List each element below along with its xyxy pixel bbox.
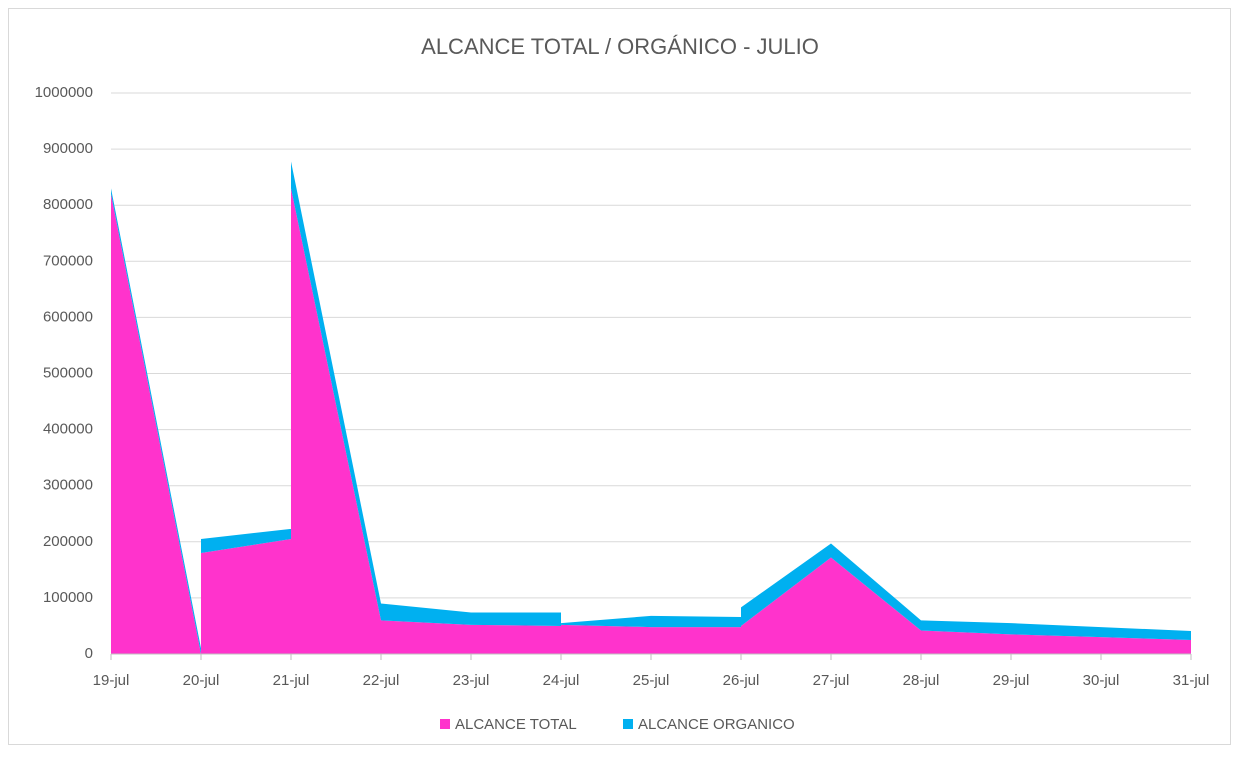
y-tick-label: 800000 [43,196,93,213]
y-tick-label: 600000 [43,308,93,325]
x-tick-label: 23-jul [453,672,490,689]
legend-swatch [440,719,450,729]
legend-label: ALCANCE ORGANICO [638,716,795,733]
x-tick-label: 29-jul [993,672,1030,689]
y-tick-label: 100000 [43,589,93,606]
x-tick-label: 28-jul [903,672,940,689]
x-tick-label: 25-jul [633,672,670,689]
y-tick-label: 500000 [43,364,93,381]
x-tick-label: 24-jul [543,672,580,689]
y-tick-label: 900000 [43,140,93,157]
x-tick-label: 30-jul [1083,672,1120,689]
x-tick-label: 22-jul [363,672,400,689]
y-tick-label: 1000000 [35,84,93,101]
legend-swatch [623,719,633,729]
y-tick-label: 700000 [43,252,93,269]
legend-label: ALCANCE TOTAL [455,716,577,733]
x-tick-label: 31-jul [1173,672,1210,689]
y-tick-label: 400000 [43,421,93,438]
x-tick-label: 26-jul [723,672,760,689]
x-tick-label: 20-jul [183,672,220,689]
area [111,188,1191,654]
x-tick-label: 21-jul [273,672,310,689]
y-tick-label: 200000 [43,533,93,550]
x-tick-label: 19-jul [93,672,130,689]
y-tick-label: 300000 [43,477,93,494]
x-tick-label: 27-jul [813,672,850,689]
y-tick-label: 0 [85,645,93,662]
chart-title: ALCANCE TOTAL / ORGÁNICO - JULIO [421,34,819,59]
